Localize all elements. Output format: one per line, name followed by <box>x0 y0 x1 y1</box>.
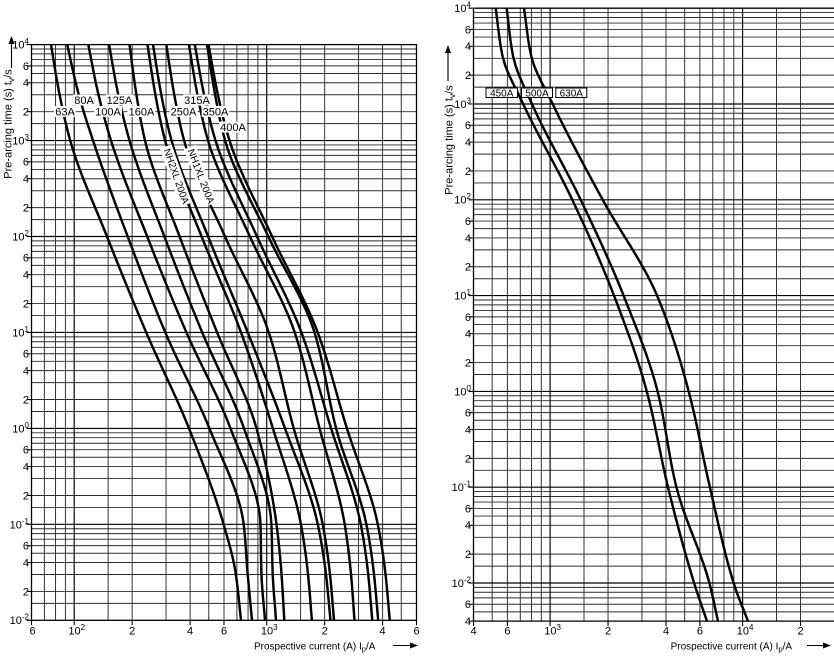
svg-text:4: 4 <box>23 270 29 282</box>
svg-text:250A: 250A <box>171 106 197 118</box>
svg-text:63A: 63A <box>55 106 75 118</box>
svg-text:6: 6 <box>465 24 471 36</box>
svg-text:4: 4 <box>465 41 471 53</box>
svg-text:2: 2 <box>322 626 328 638</box>
svg-text:Pre-arcing time (s) tv/s: Pre-arcing time (s) tv/s <box>3 69 16 179</box>
svg-text:2: 2 <box>465 262 471 274</box>
svg-text:4: 4 <box>23 557 29 569</box>
svg-text:2: 2 <box>23 394 29 406</box>
svg-text:6: 6 <box>23 541 29 553</box>
svg-text:6: 6 <box>697 626 703 638</box>
svg-text:4: 4 <box>187 626 193 638</box>
svg-text:6: 6 <box>504 626 510 638</box>
svg-text:4: 4 <box>465 520 471 532</box>
svg-text:6: 6 <box>29 626 35 638</box>
svg-text:2: 2 <box>465 166 471 178</box>
svg-text:6: 6 <box>465 120 471 132</box>
svg-text:6: 6 <box>23 349 29 361</box>
svg-text:6: 6 <box>23 445 29 457</box>
svg-text:6: 6 <box>465 216 471 228</box>
svg-text:400A: 400A <box>220 122 246 134</box>
svg-text:125A: 125A <box>107 95 133 107</box>
svg-text:6: 6 <box>23 157 29 169</box>
svg-text:450A: 450A <box>490 88 514 99</box>
svg-text:4: 4 <box>465 616 471 628</box>
svg-text:80A: 80A <box>74 95 94 107</box>
svg-text:2: 2 <box>23 298 29 310</box>
svg-text:630A: 630A <box>560 88 584 99</box>
svg-text:2: 2 <box>465 70 471 82</box>
svg-text:Pre-arcing time (s) tv/s: Pre-arcing time (s) tv/s <box>444 85 457 195</box>
svg-text:2: 2 <box>465 357 471 369</box>
svg-text:6: 6 <box>465 599 471 611</box>
svg-text:4: 4 <box>23 174 29 186</box>
svg-text:160A: 160A <box>129 106 155 118</box>
svg-text:2: 2 <box>23 107 29 119</box>
svg-text:4: 4 <box>465 233 471 245</box>
svg-text:315A: 315A <box>184 95 210 107</box>
svg-text:6: 6 <box>465 408 471 420</box>
svg-text:4: 4 <box>23 461 29 473</box>
svg-text:4: 4 <box>470 626 476 638</box>
svg-text:4: 4 <box>465 137 471 149</box>
svg-text:4: 4 <box>23 366 29 378</box>
svg-text:500A: 500A <box>525 88 549 99</box>
svg-text:Prospective current (A) Ip/A: Prospective current (A) Ip/A <box>671 642 793 654</box>
svg-text:2: 2 <box>129 626 135 638</box>
svg-text:6: 6 <box>413 626 419 638</box>
svg-text:4: 4 <box>465 424 471 436</box>
svg-text:6: 6 <box>465 503 471 515</box>
svg-text:2: 2 <box>23 490 29 502</box>
svg-text:2: 2 <box>23 203 29 215</box>
svg-text:2: 2 <box>605 626 611 638</box>
svg-text:4: 4 <box>380 626 386 638</box>
svg-text:6: 6 <box>221 626 227 638</box>
svg-text:2: 2 <box>797 626 803 638</box>
svg-text:6: 6 <box>23 61 29 73</box>
svg-text:4: 4 <box>663 626 669 638</box>
svg-text:6: 6 <box>23 253 29 265</box>
svg-text:2: 2 <box>465 453 471 465</box>
svg-text:350A: 350A <box>203 106 229 118</box>
svg-text:2: 2 <box>23 586 29 598</box>
svg-text:6: 6 <box>465 312 471 324</box>
svg-text:4: 4 <box>465 329 471 341</box>
svg-text:4: 4 <box>23 78 29 90</box>
svg-text:100A: 100A <box>95 106 121 118</box>
svg-text:2: 2 <box>465 549 471 561</box>
svg-text:Prospective current (A) Ip/A: Prospective current (A) Ip/A <box>254 642 376 654</box>
